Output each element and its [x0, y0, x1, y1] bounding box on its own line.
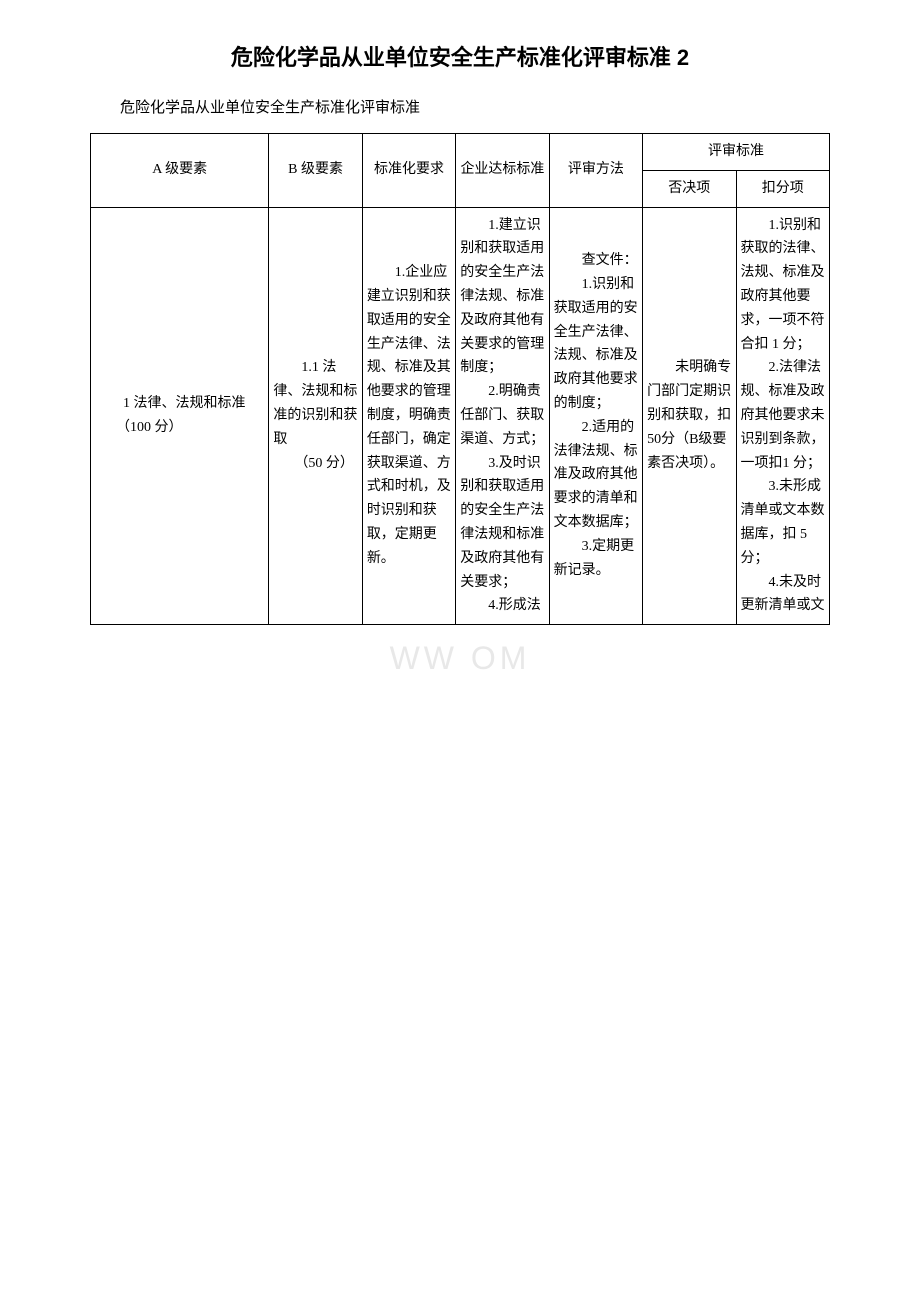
page-subtitle: 危险化学品从业单位安全生产标准化评审标准 [90, 96, 830, 117]
header-a-element: A 级要素 [91, 134, 269, 208]
header-std-req: 标准化要求 [362, 134, 455, 208]
header-b-element: B 级要素 [269, 134, 362, 208]
cell-d: 1.建立识别和获取适用的安全生产法律法规、标准及政府其他有关要求的管理制度； 2… [456, 207, 549, 625]
cell-c: 1.企业应建立识别和获取适用的安全生产法律、法规、标准及其他要求的管理制度，明确… [362, 207, 455, 625]
header-criteria: 评审标准 [643, 134, 830, 171]
header-ent-std: 企业达标标准 [456, 134, 549, 208]
header-deduct: 扣分项 [736, 170, 830, 207]
watermark: WW OM [390, 640, 531, 677]
evaluation-table: A 级要素 B 级要素 标准化要求 企业达标标准 评审方法 评审标准 否决项 扣… [90, 133, 830, 625]
header-veto: 否决项 [643, 170, 736, 207]
cell-f: 未明确专门部门定期识别和获取，扣 50分（B级要素否决项）。 [643, 207, 736, 625]
cell-b: 1.1 法律、法规和标准的识别和获取 （50 分） [269, 207, 362, 625]
cell-a: 1 法律、法规和标准 （100 分） [91, 207, 269, 625]
header-method: 评审方法 [549, 134, 642, 208]
page-title: 危险化学品从业单位安全生产标准化评审标准 2 [90, 40, 830, 72]
table-row: 1 法律、法规和标准 （100 分） 1.1 法律、法规和标准的识别和获取 （5… [91, 207, 830, 625]
cell-e: 查文件： 1.识别和获取适用的安全生产法律、法规、标准及政府其他要求的制度； 2… [549, 207, 642, 625]
table-header-row-1: A 级要素 B 级要素 标准化要求 企业达标标准 评审方法 评审标准 [91, 134, 830, 171]
cell-g: 1.识别和获取的法律、法规、标准及政府其他要求，一项不符合扣 1 分； 2.法律… [736, 207, 830, 625]
